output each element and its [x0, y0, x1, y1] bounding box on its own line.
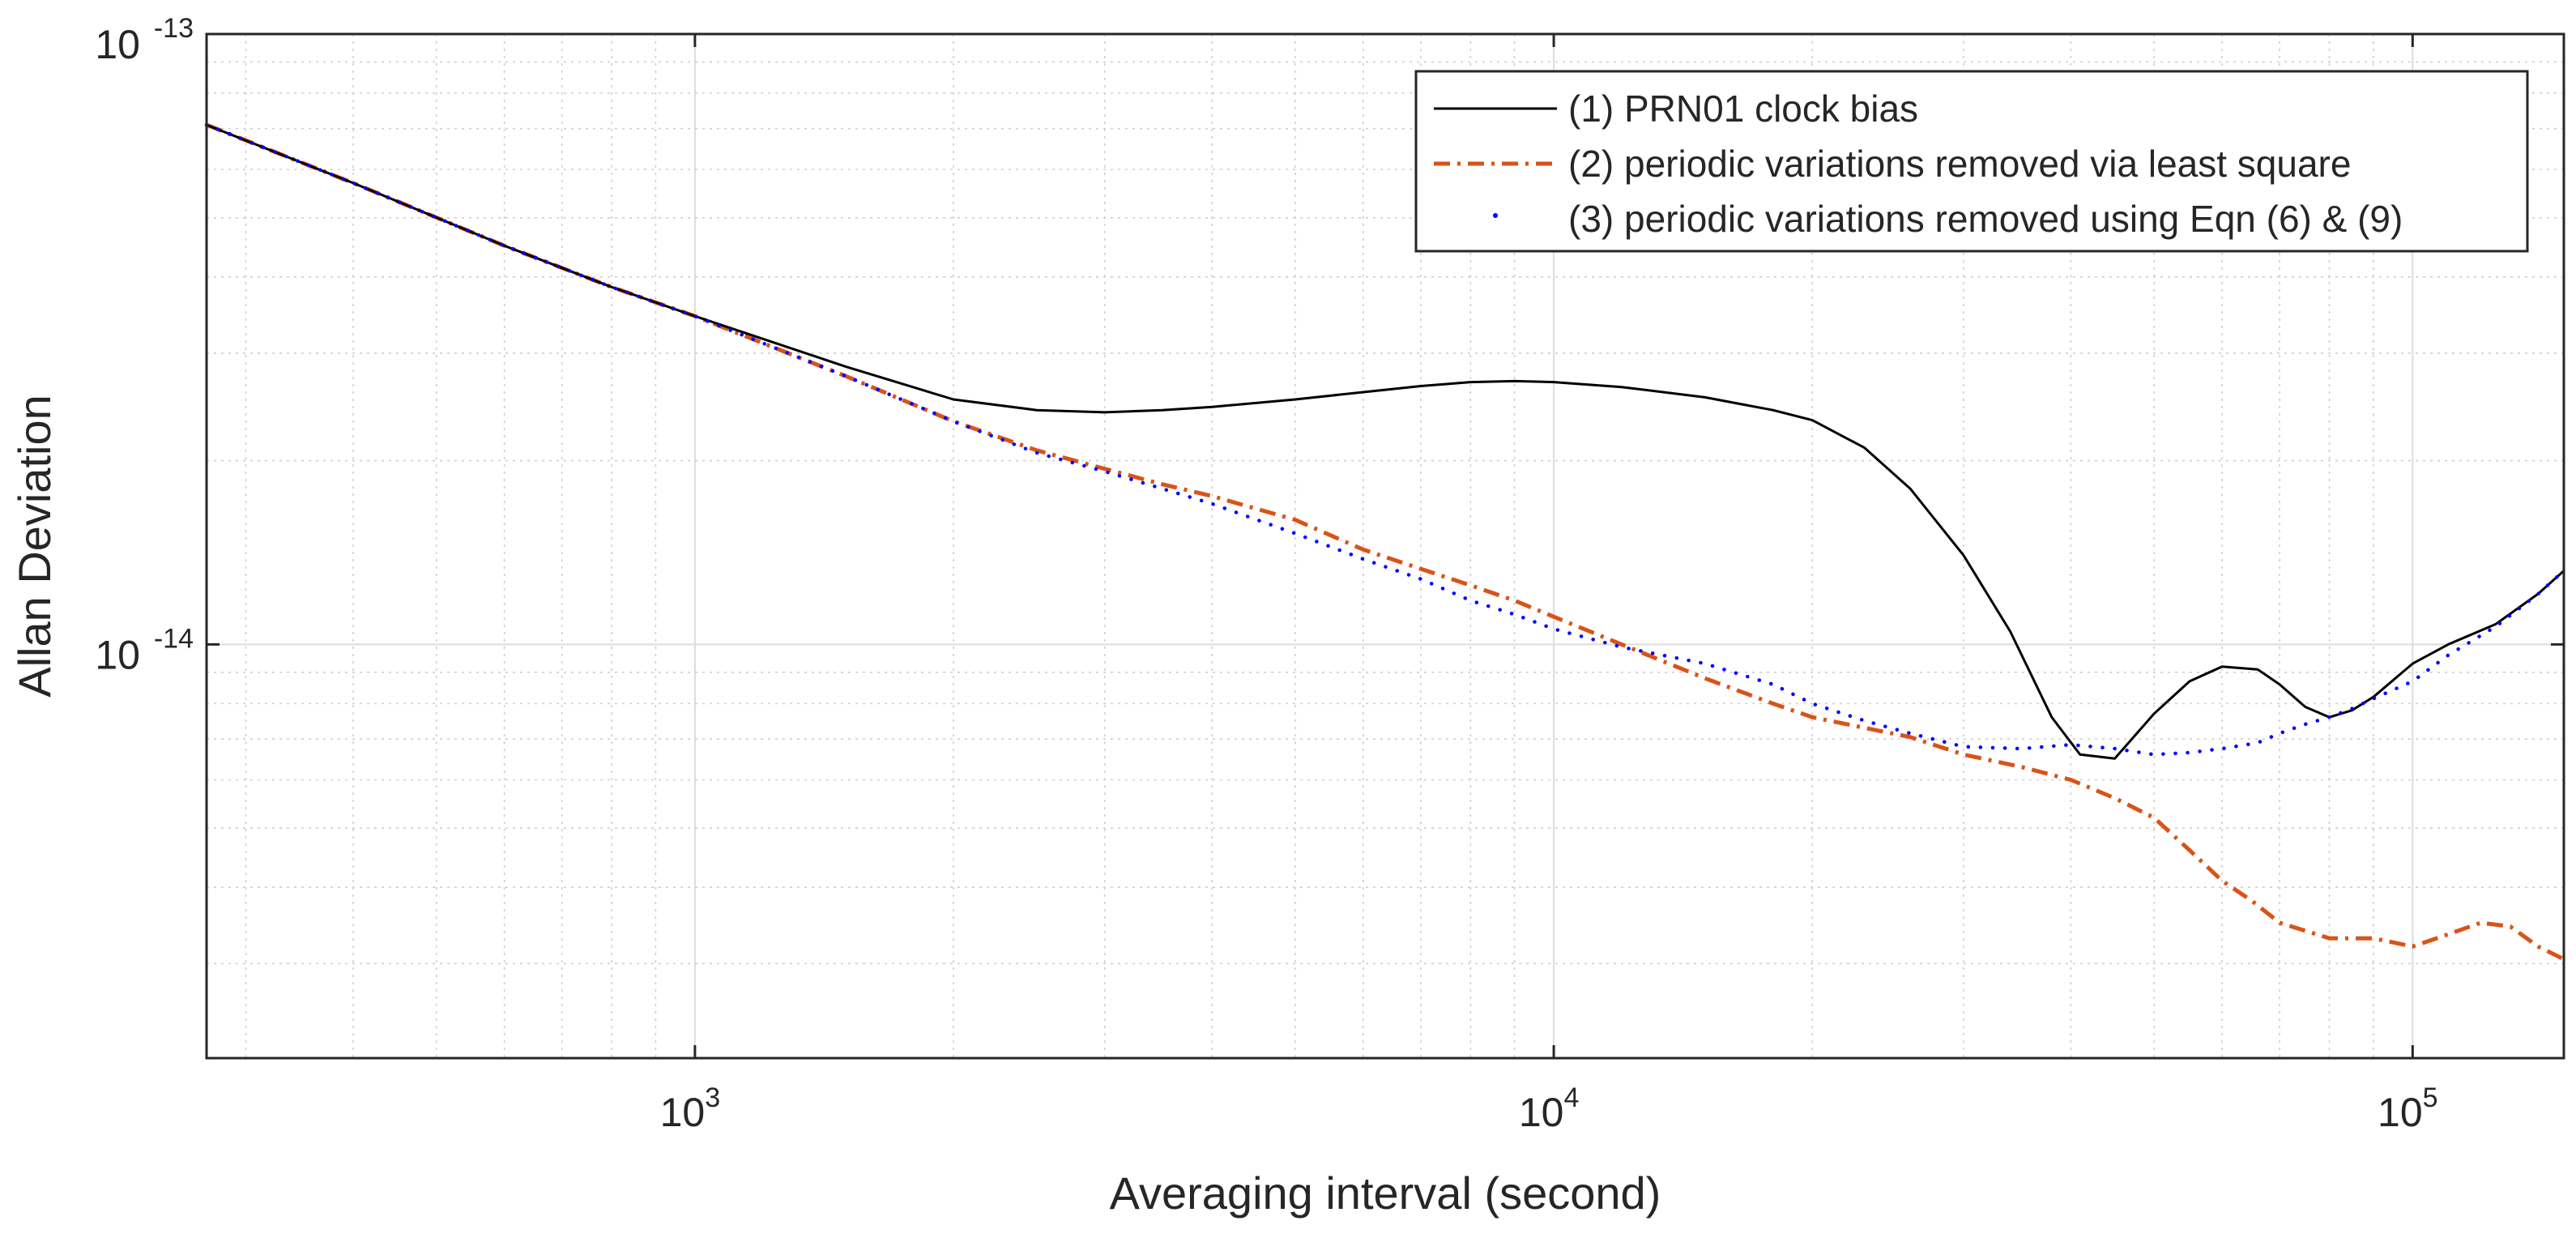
series-line-1 — [206, 123, 2565, 760]
y-axis-label: Allan Deviation — [9, 395, 60, 698]
x-tick-label: 104 — [1519, 1082, 1580, 1135]
series-line-2 — [206, 122, 2565, 962]
x-tick-label: 105 — [2378, 1082, 2438, 1135]
tick-labels: 103 104 105 10 -13 10 -14 — [95, 13, 2564, 1135]
legend-box — [1414, 70, 2529, 253]
y-tick-label: 10 — [95, 632, 140, 677]
y-tick-exponent: -14 — [154, 623, 194, 654]
legend-label-series-3: (3) periodic variations removed using Eq… — [1568, 198, 2403, 240]
plot-frame — [205, 32, 2565, 1060]
y-tick-label: 10 — [95, 22, 140, 67]
legend: (1) PRN01 clock bias (2) periodic variat… — [1414, 70, 2529, 253]
x-tick-label: 103 — [660, 1082, 721, 1135]
x-axis-label: Averaging interval (second) — [1110, 1168, 1661, 1219]
y-tick-exponent: -13 — [154, 13, 194, 44]
legend-swatch-series-3 — [1493, 213, 1498, 218]
legend-label-series-1: (1) PRN01 clock bias — [1568, 88, 1918, 130]
series-lines — [204, 122, 2566, 962]
legend-label-series-2: (2) periodic variations removed via leas… — [1568, 143, 2351, 185]
